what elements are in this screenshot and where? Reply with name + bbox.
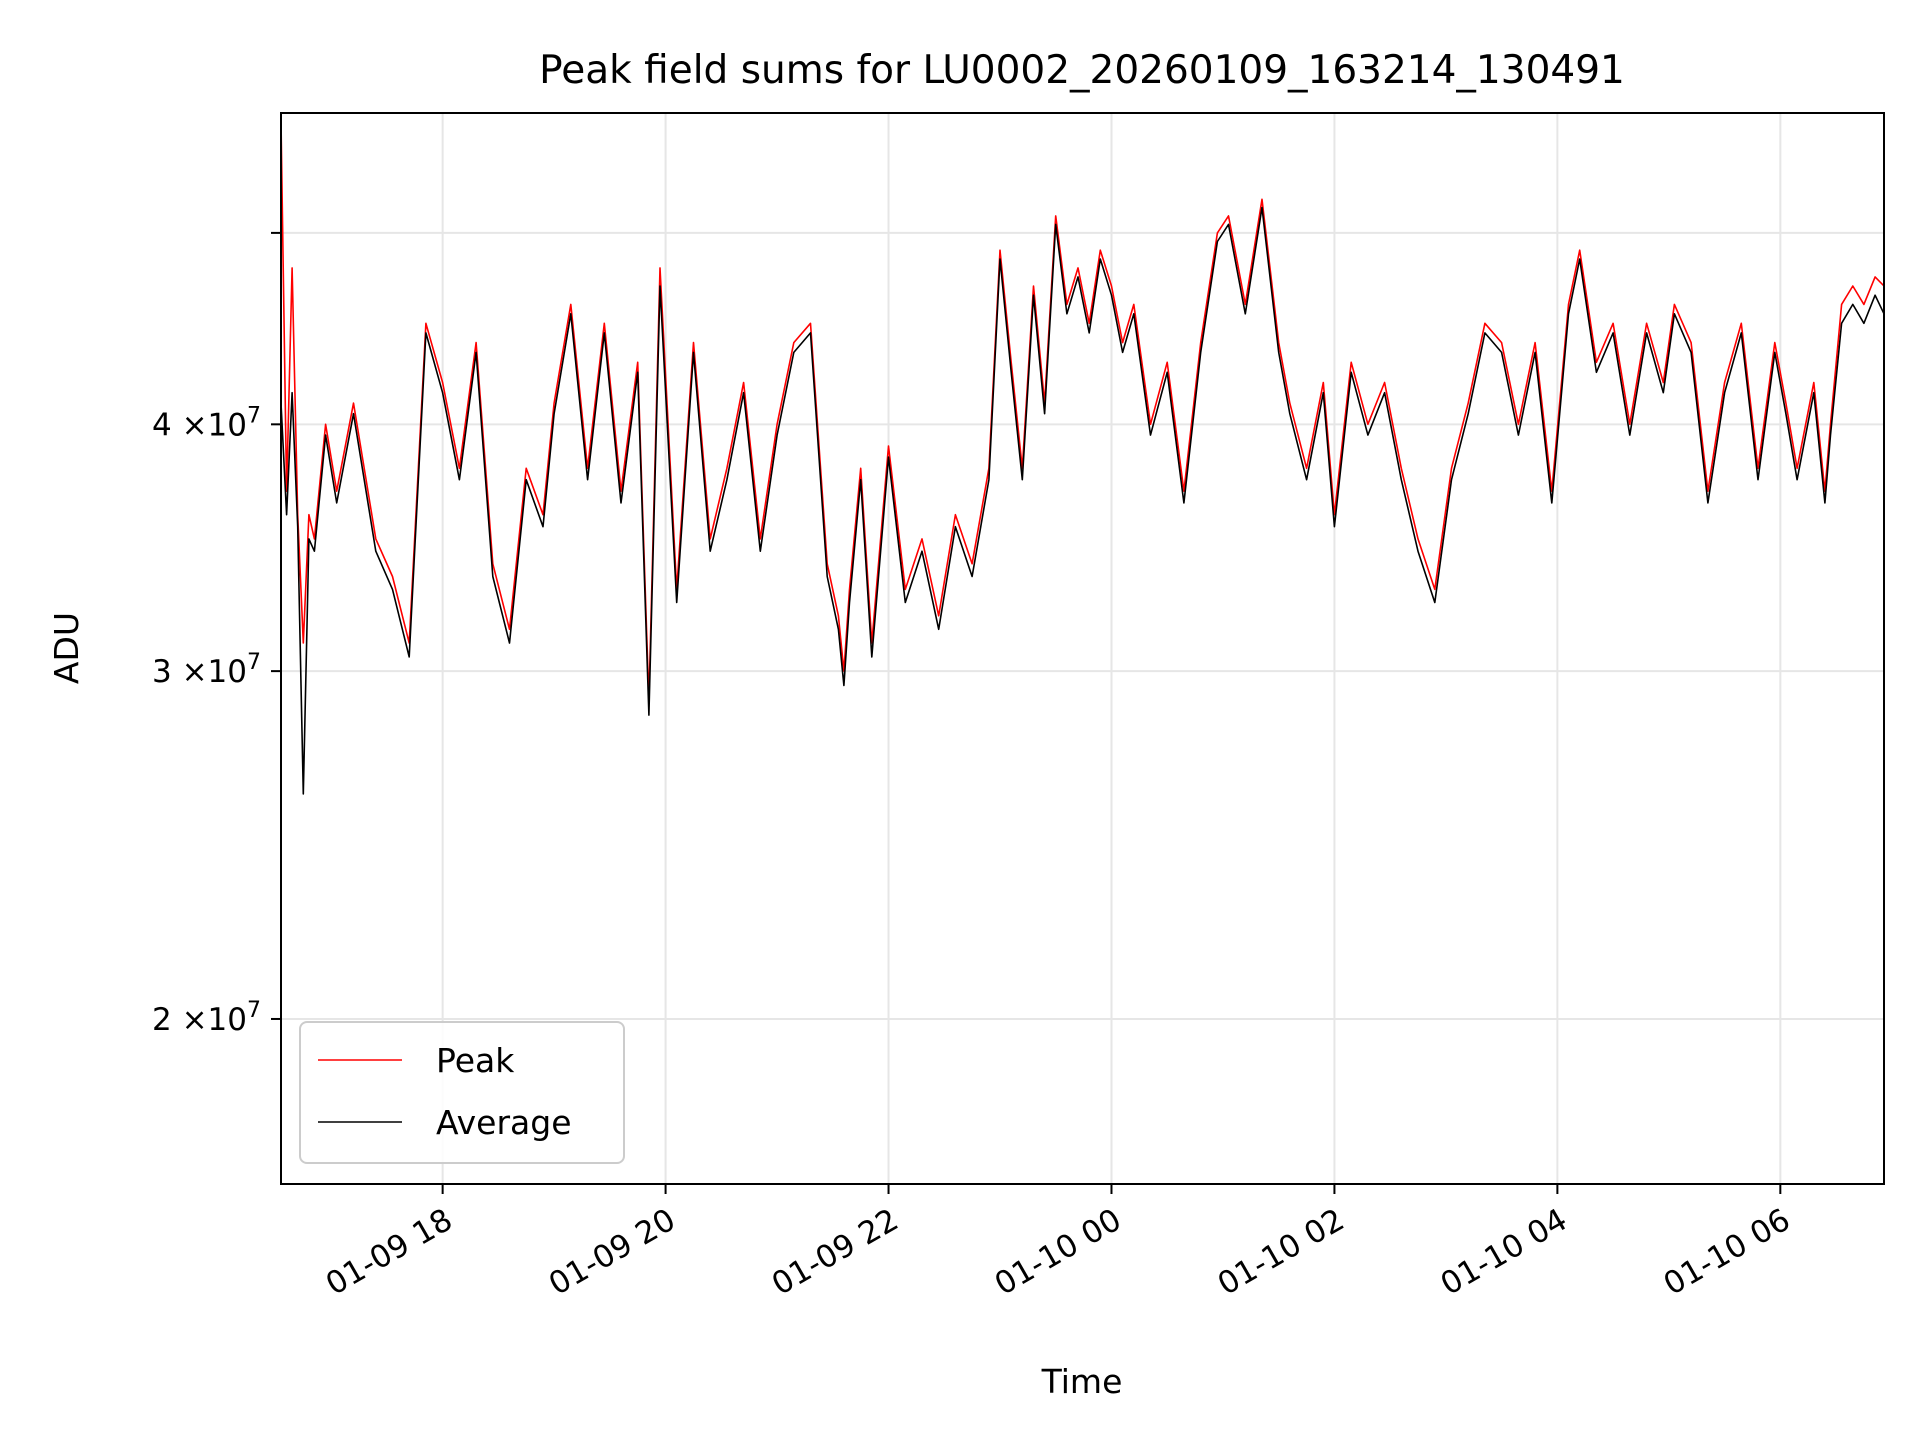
- legend-average-label: Average: [436, 1103, 572, 1142]
- y-tick-label: 2 ×107: [152, 998, 261, 1038]
- y-tick-base: 2 ×10: [152, 1002, 247, 1038]
- axes-frame: [280, 112, 1885, 1185]
- x-axis-label: Time: [1041, 1362, 1123, 1401]
- y-tick-exponent: 7: [247, 650, 261, 675]
- chart-title: Peak field sums for LU0002_20260109_1632…: [539, 48, 1625, 93]
- series-line-average: [280, 206, 1885, 795]
- y-tick-exponent: 7: [247, 403, 261, 428]
- series-line-peak: [280, 120, 1885, 702]
- series-layer: [280, 120, 1885, 795]
- y-tick-label: 3 ×107: [152, 650, 261, 690]
- y-tick-base: 4 ×10: [152, 407, 247, 443]
- grid: [281, 113, 1884, 1184]
- legend-peak-label: Peak: [436, 1041, 515, 1080]
- y-tick-base: 3 ×10: [152, 654, 247, 690]
- legend: Peak Average: [299, 1021, 625, 1164]
- legend-box: [299, 1021, 625, 1164]
- y-tick-label: 4 ×107: [152, 403, 261, 443]
- y-axis-label: ADU: [47, 612, 86, 684]
- y-tick-exponent: 7: [247, 998, 261, 1023]
